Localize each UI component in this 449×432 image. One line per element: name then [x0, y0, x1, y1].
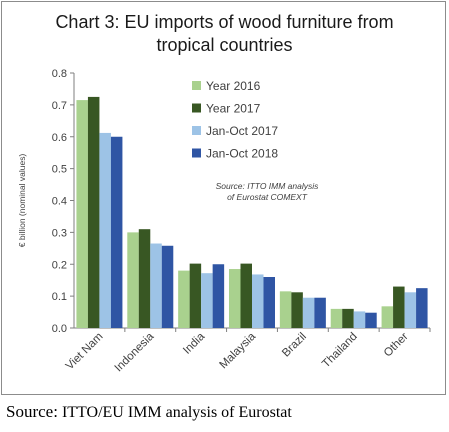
bar-year-2017 — [138, 229, 151, 328]
legend-label: Year 2016 — [206, 79, 261, 93]
bar-year-2016 — [381, 306, 394, 328]
y-tick-label: 0.3 — [52, 227, 67, 239]
bar-jan-oct-2018 — [263, 277, 275, 328]
x-tick-label: India — [181, 330, 208, 357]
chart-frame: Chart 3: EU imports of wood furniture fr… — [1, 1, 446, 395]
legend-swatch — [192, 148, 201, 158]
y-tick-label: 0.1 — [52, 291, 67, 303]
bar-jan-oct-2017 — [252, 274, 264, 328]
legend-swatch — [192, 81, 201, 90]
x-tick-label: Other — [382, 331, 411, 360]
legend-swatch — [192, 103, 201, 113]
y-tick-label: 0.0 — [52, 323, 67, 335]
source-note-lead: Source: — [6, 402, 58, 421]
bar-jan-oct-2018 — [110, 136, 123, 328]
bar-jan-oct-2017 — [201, 273, 213, 328]
source-note-text: ITTO/EU IMM analysis of Eurostat — [57, 404, 292, 421]
bar-year-2017 — [291, 292, 303, 328]
bar-chart: 0.0 0.1 0.2 0.3 0.4 0.5 0.6 0.7 0.8 € billion (no… — [17, 68, 431, 374]
bar-jan-oct-2018 — [314, 297, 326, 328]
bar-jan-oct-2017 — [150, 243, 162, 328]
legend-label: Year 2017 — [206, 102, 261, 116]
x-tick-label: Viet Nam — [64, 331, 106, 373]
bar-jan-oct-2017 — [353, 311, 366, 328]
bar-year-2017 — [342, 308, 354, 328]
chart-annotation: Source: ITTO IMM analysis — [216, 181, 320, 191]
x-tick-label: Malaysia — [218, 330, 259, 371]
x-tick-label: Brazil — [280, 331, 309, 360]
y-tick-label: 0.5 — [52, 164, 67, 176]
bar-year-2017 — [240, 263, 252, 328]
x-tick-label: Indonesia — [113, 330, 157, 374]
x-tick-label: Thailand — [320, 331, 360, 371]
y-tick-label: 0.2 — [52, 259, 67, 271]
bar-year-2017 — [189, 263, 202, 328]
bar-year-2016 — [178, 270, 190, 328]
y-tick-label: 0.4 — [52, 196, 67, 208]
legend-swatch — [192, 126, 201, 135]
bar-year-2016 — [76, 100, 88, 328]
bar-year-2016 — [127, 232, 139, 328]
bar-year-2017 — [393, 286, 405, 328]
bar-year-2016 — [330, 308, 343, 328]
bar-year-2017 — [87, 96, 100, 328]
bar-jan-oct-2017 — [404, 292, 417, 328]
legend-label: Jan-Oct 2017 — [206, 124, 278, 138]
bar-jan-oct-2018 — [212, 264, 225, 328]
bar-jan-oct-2018 — [416, 288, 428, 328]
y-tick-label: 0.6 — [52, 132, 67, 144]
bar-jan-oct-2018 — [161, 245, 174, 328]
bar-jan-oct-2017 — [302, 297, 315, 328]
bar-year-2016 — [229, 269, 241, 328]
bar-jan-oct-2017 — [99, 132, 111, 328]
y-tick-label: 0.8 — [52, 68, 67, 80]
bar-year-2016 — [279, 291, 292, 328]
chart-title-line-1: Chart 3: EU imports of wood furniture fr… — [55, 12, 394, 32]
y-tick-label: 0.7 — [52, 100, 67, 112]
chart-title: Chart 3: EU imports of wood furniture fr… — [2, 11, 447, 57]
legend-label: Jan-Oct 2018 — [206, 147, 278, 161]
figure-source-note: Source: ITTO/EU IMM analysis of Eurostat — [6, 402, 292, 422]
bar-jan-oct-2018 — [365, 312, 377, 328]
y-axis-label: € billion (nominal values) — [17, 154, 27, 248]
chart-title-line-2: tropical countries — [156, 35, 293, 55]
chart-annotation: of Eurostat COMEXT — [227, 192, 308, 202]
